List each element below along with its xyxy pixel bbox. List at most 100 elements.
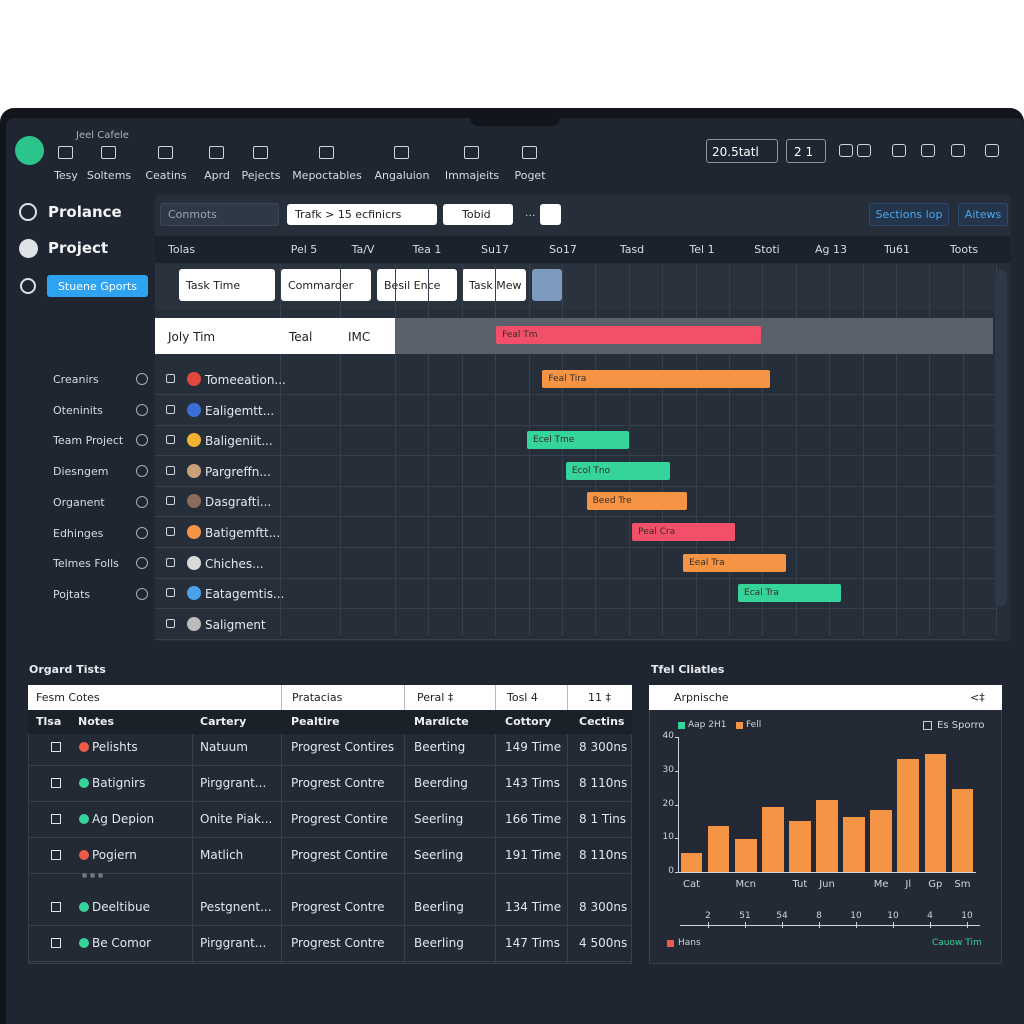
toolbar-icon[interactable] bbox=[464, 146, 479, 159]
logo[interactable] bbox=[15, 136, 44, 165]
add-filter[interactable] bbox=[532, 269, 562, 301]
toolbar-icon[interactable] bbox=[101, 146, 116, 159]
row-checkbox[interactable] bbox=[51, 938, 61, 948]
chart-header-label[interactable]: Arpnische bbox=[674, 691, 729, 704]
row-checkbox[interactable] bbox=[51, 850, 61, 860]
gantt-bar[interactable] bbox=[586, 492, 688, 511]
sidebar-item[interactable]: Diesngem bbox=[53, 465, 109, 479]
toolbar-button[interactable] bbox=[839, 144, 853, 157]
toolbar-item[interactable]: Poget bbox=[514, 169, 546, 182]
toolbar-icon[interactable] bbox=[522, 146, 537, 159]
row-checkbox[interactable] bbox=[166, 435, 175, 445]
bar-label[interactable]: Beed Tre bbox=[592, 496, 632, 507]
sidebar-item[interactable]: Telmes Folls bbox=[53, 557, 119, 571]
row-checkbox[interactable] bbox=[166, 588, 175, 598]
row-checkbox[interactable] bbox=[166, 465, 175, 475]
filter-dropdown[interactable] bbox=[179, 269, 275, 301]
row-checkbox[interactable] bbox=[51, 778, 61, 788]
range[interactable]: 20.5tatl bbox=[712, 145, 759, 159]
toolbar-icon[interactable] bbox=[394, 146, 409, 159]
row-name[interactable]: Dasgrafti... bbox=[205, 495, 272, 510]
sidebar-item[interactable]: Team Project bbox=[53, 434, 124, 448]
toggle-box[interactable] bbox=[923, 721, 932, 730]
breadcrumb[interactable]: Trafk > 15 ecfinicrs bbox=[295, 208, 402, 221]
bar-label[interactable]: Feal Tira bbox=[548, 374, 587, 384]
row-name[interactable]: Batigemftt... bbox=[205, 526, 281, 540]
toolbar-item[interactable]: Aprd bbox=[204, 169, 230, 182]
row-name[interactable]: Saligment bbox=[205, 617, 266, 632]
row-checkbox[interactable] bbox=[166, 527, 175, 536]
footer-right[interactable]: Cauow Tim bbox=[932, 938, 982, 948]
row-name[interactable]: Pargreffn... bbox=[205, 464, 271, 479]
row-name[interactable]: Eatagemtis... bbox=[205, 587, 285, 602]
toolbar-item[interactable]: Ceatins bbox=[145, 169, 187, 182]
row-checkbox[interactable] bbox=[166, 557, 175, 567]
row-name[interactable]: Baligeniit... bbox=[205, 434, 273, 449]
range-box[interactable] bbox=[706, 139, 778, 163]
gantt-bar[interactable] bbox=[496, 326, 761, 344]
filter-dropdown[interactable] bbox=[377, 269, 457, 301]
gantt-bar[interactable] bbox=[542, 370, 771, 388]
toolbar-icon[interactable] bbox=[158, 146, 173, 159]
toolbar-item[interactable]: Tesy bbox=[54, 169, 78, 182]
bar-label[interactable]: Eeal Tra bbox=[689, 557, 725, 568]
filter-label[interactable]: Commarder bbox=[288, 279, 354, 292]
toolbar-button[interactable] bbox=[921, 144, 935, 157]
filter-dropdown[interactable] bbox=[462, 269, 526, 301]
row-checkbox[interactable] bbox=[51, 902, 61, 912]
gantt-bar[interactable] bbox=[738, 584, 842, 603]
table-filter[interactable]: Tosl 4 bbox=[507, 691, 538, 704]
bar-label[interactable]: Feal Tm bbox=[502, 330, 538, 340]
gantt-bar[interactable] bbox=[683, 553, 787, 572]
toolbar-item[interactable]: Immajeits bbox=[444, 169, 500, 182]
toggle-label[interactable]: Es Sporro bbox=[937, 720, 985, 731]
sidebar-item-icon[interactable] bbox=[136, 373, 148, 385]
page[interactable]: 2 1 bbox=[794, 145, 814, 159]
sidebar-item[interactable]: Creanirs bbox=[53, 373, 99, 386]
row-checkbox[interactable] bbox=[166, 618, 175, 628]
filter[interactable]: Tobid bbox=[462, 208, 491, 221]
gantt-bar[interactable] bbox=[565, 461, 670, 480]
search-box[interactable] bbox=[160, 203, 279, 226]
sidebar-item[interactable]: Organent bbox=[53, 495, 105, 509]
sidebar-item[interactable]: Pojtats bbox=[53, 587, 91, 601]
toolbar-button[interactable] bbox=[951, 144, 965, 157]
table-filter[interactable]: Fesm Cotes bbox=[36, 691, 100, 704]
table-filter[interactable]: 11 ‡ bbox=[588, 691, 611, 704]
row-checkbox[interactable] bbox=[51, 814, 61, 824]
row-checkbox[interactable] bbox=[166, 374, 175, 383]
search[interactable]: Conmots bbox=[168, 208, 217, 221]
sidebar-item[interactable]: Edhinges bbox=[53, 526, 104, 540]
gantt-bar[interactable] bbox=[526, 431, 630, 450]
primary-button-label[interactable]: Stuene Gports bbox=[57, 280, 138, 293]
toolbar-icon[interactable] bbox=[58, 146, 73, 159]
row-name[interactable]: Ealigemtt... bbox=[205, 403, 275, 418]
action-label[interactable]: Aitews bbox=[964, 208, 1002, 221]
row-name[interactable]: Tomeeation... bbox=[205, 373, 286, 387]
table-filter[interactable]: Pratacias bbox=[292, 691, 343, 704]
toolbar-item[interactable]: Soltems bbox=[86, 169, 132, 182]
sidebar-item[interactable]: Oteninits bbox=[53, 403, 103, 417]
slider-track[interactable] bbox=[680, 925, 980, 926]
sidebar-item-icon[interactable] bbox=[136, 434, 148, 447]
sidebar-item-icon[interactable] bbox=[136, 465, 148, 478]
action-button[interactable] bbox=[958, 203, 1008, 226]
bar-label[interactable]: Ecal Tra bbox=[744, 588, 779, 599]
sidebar-item-icon[interactable] bbox=[136, 495, 148, 508]
toolbar-icon[interactable] bbox=[209, 146, 224, 159]
toolbar-button[interactable] bbox=[985, 144, 999, 157]
toolbar-icon[interactable] bbox=[319, 146, 334, 159]
sidebar-item-icon[interactable] bbox=[136, 587, 148, 600]
filter-dropdown[interactable] bbox=[281, 269, 371, 301]
toolbar-item[interactable]: Angaluion bbox=[374, 169, 430, 182]
action-label[interactable]: Sections lop bbox=[875, 208, 943, 221]
row-checkbox[interactable] bbox=[51, 742, 61, 752]
filter-box[interactable] bbox=[443, 204, 513, 225]
bar-label[interactable]: Peal Cra bbox=[638, 527, 676, 537]
filter-label[interactable]: Task Time bbox=[186, 279, 241, 292]
toolbar-icon[interactable] bbox=[253, 146, 268, 159]
sidebar-item-icon[interactable] bbox=[136, 557, 148, 570]
row-checkbox[interactable] bbox=[166, 404, 175, 414]
toolbar-item[interactable]: Pejects bbox=[241, 169, 281, 182]
table-filter[interactable]: Peral ‡ bbox=[417, 691, 454, 704]
